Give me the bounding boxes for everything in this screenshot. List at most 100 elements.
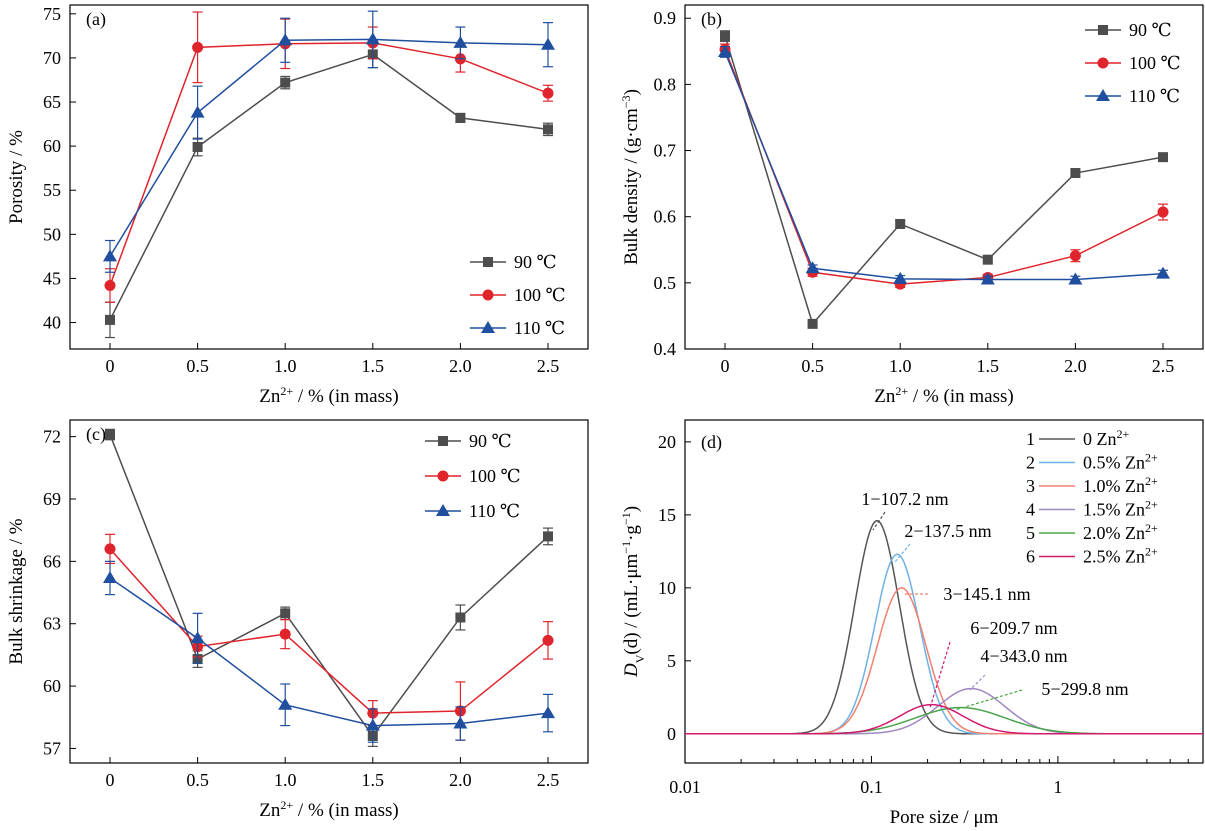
data-point (1157, 206, 1169, 218)
data-point (278, 33, 293, 46)
legend-index: 3 (1026, 476, 1035, 496)
legend-index: 5 (1026, 523, 1035, 543)
y-tick-label: 0.7 (654, 141, 677, 161)
data-point (455, 112, 466, 123)
legend-index: 2 (1026, 453, 1035, 473)
data-point (805, 261, 820, 274)
panel-label: (c) (86, 424, 106, 445)
series-line (109, 577, 549, 727)
data-point (453, 35, 468, 48)
x-tick-label: 1.5 (362, 770, 385, 790)
legend-label: 100 ℃ (469, 466, 521, 486)
data-point (103, 570, 117, 583)
y-tick-label: 10 (658, 578, 676, 598)
plot-frame (684, 419, 1204, 764)
y-axis-label: Porosity / % (6, 130, 27, 224)
series-circle (719, 43, 1169, 290)
x-tick-label: 0.5 (801, 356, 824, 376)
series-line (109, 434, 549, 738)
x-tick-label: 1.0 (274, 770, 297, 790)
series-line (724, 35, 1164, 326)
data-point (103, 249, 117, 262)
legend-marker (438, 436, 448, 446)
x-tick-label: 0.5 (186, 770, 209, 790)
y-tick-label: 66 (43, 551, 61, 571)
y-tick-label: 50 (43, 224, 61, 244)
legend-label: 90 ℃ (469, 431, 512, 451)
x-tick-label: 0 (721, 356, 730, 376)
legend-label: 0 Zn2+ (1083, 427, 1130, 449)
data-point (365, 32, 380, 45)
series-triangle (718, 44, 1170, 285)
x-tick-label: 2.0 (449, 770, 472, 790)
series-line (109, 548, 549, 714)
legend-label: 0.5% Zn2+ (1083, 451, 1158, 473)
data-point (543, 124, 553, 135)
data-point (895, 218, 906, 229)
data-point (718, 44, 732, 57)
x-tick-label: 2.5 (537, 770, 560, 790)
legend-label: 100 ℃ (1129, 53, 1181, 73)
legend-label: 90 ℃ (1129, 20, 1172, 40)
x-tick-label: 2.5 (1152, 356, 1175, 376)
x-axis-label: Zn2+ / % (in mass) (874, 384, 1013, 407)
data-point (280, 608, 291, 619)
y-tick-label: 0.5 (654, 273, 677, 293)
data-point (1158, 152, 1168, 163)
series-line (724, 49, 1164, 285)
annotation-leader (969, 674, 986, 691)
y-axis-label: DV(d) / (mL·μm−1·g−1) (619, 506, 647, 678)
distribution-curve (685, 706, 1203, 735)
y-tick-label: 60 (43, 676, 61, 696)
x-tick-label: 0.01 (669, 777, 701, 797)
data-point (1156, 266, 1170, 279)
data-point (190, 631, 205, 644)
y-tick-label: 55 (43, 180, 61, 200)
plot-frame (69, 4, 589, 350)
legend-marker (482, 289, 494, 301)
x-tick-label: 1.5 (977, 356, 1000, 376)
data-point (365, 718, 380, 731)
legend-label: 100 ℃ (514, 285, 566, 305)
legend-label: 1.0% Zn2+ (1083, 474, 1158, 496)
panel-label: (a) (86, 9, 106, 30)
y-tick-label: 45 (43, 268, 61, 288)
peak-annotation: 3−145.1 nm (943, 584, 1030, 604)
data-point (542, 87, 554, 99)
y-tick-label: 69 (43, 489, 61, 509)
data-point (104, 279, 116, 291)
series-line (109, 53, 549, 321)
y-tick-label: 0 (667, 724, 676, 744)
legend-index: 6 (1026, 547, 1035, 567)
legend-marker (483, 257, 493, 267)
x-tick-label: 2.0 (1064, 356, 1087, 376)
peak-annotation: 5−299.8 nm (1041, 679, 1128, 699)
y-tick-label: 0.8 (654, 74, 677, 94)
data-point (278, 697, 293, 710)
y-tick-label: 0.9 (654, 8, 677, 28)
data-point (453, 716, 468, 729)
y-tick-label: 40 (43, 313, 61, 333)
legend-marker (481, 321, 495, 333)
legend-label: 2.5% Zn2+ (1083, 545, 1158, 567)
data-point (192, 142, 203, 153)
panel-label: (b) (701, 9, 722, 30)
data-point (541, 706, 555, 719)
data-point (982, 254, 993, 265)
annotation-leader (929, 641, 951, 709)
x-tick-label: 2.0 (449, 356, 472, 376)
data-point (104, 543, 116, 555)
data-point (455, 612, 466, 623)
data-point (279, 628, 291, 640)
x-tick-label: 1.5 (362, 356, 385, 376)
peak-annotation: 4−343.0 nm (980, 646, 1067, 666)
legend-label: 2.0% Zn2+ (1083, 521, 1158, 543)
y-tick-label: 65 (43, 92, 61, 112)
data-point (541, 37, 555, 50)
data-point (543, 531, 553, 542)
legend-label: 90 ℃ (514, 252, 557, 272)
data-point (105, 314, 115, 325)
series-line (109, 42, 549, 286)
legend-marker (1097, 57, 1109, 69)
